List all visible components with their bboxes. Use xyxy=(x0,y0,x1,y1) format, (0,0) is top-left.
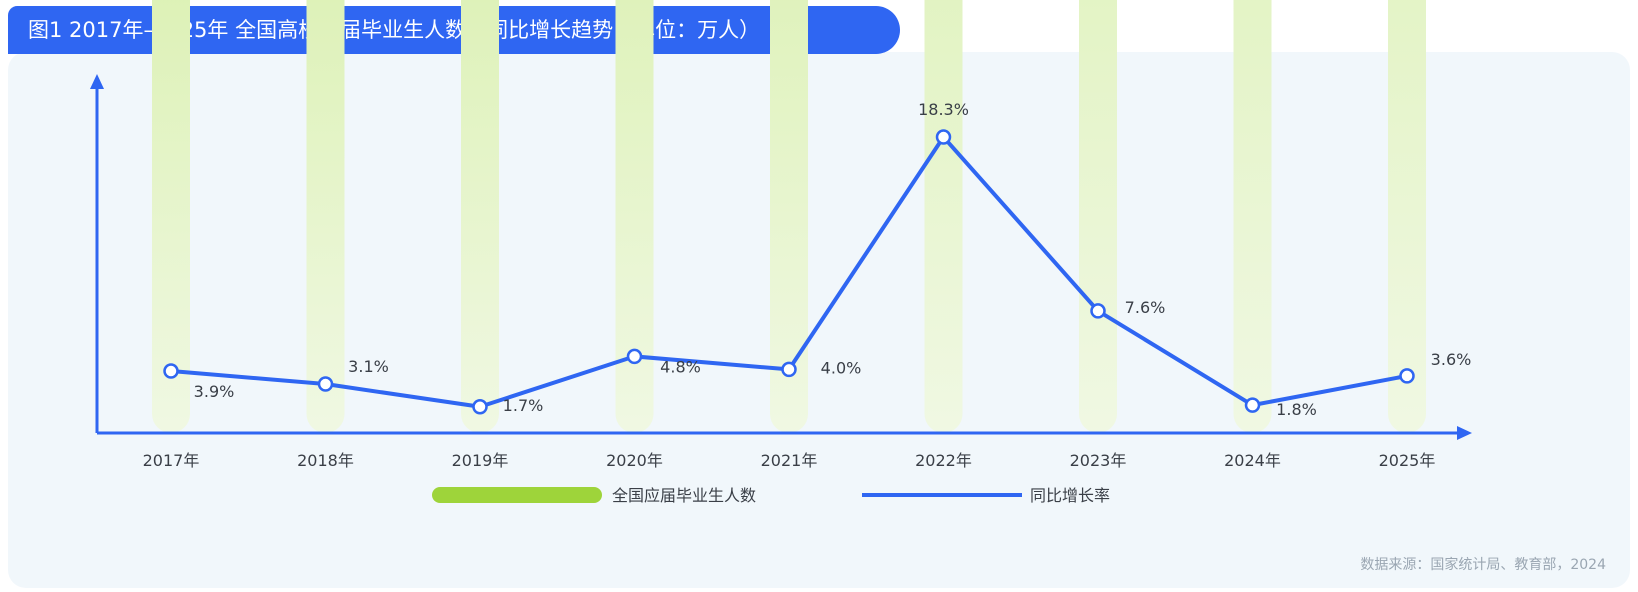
y-axis-arrow xyxy=(90,74,104,89)
data-source: 数据来源：国家统计局、教育部，2024 xyxy=(1360,557,1606,573)
x-tick-label: 2020年 xyxy=(606,451,663,470)
bar-2018年 xyxy=(306,0,345,433)
growth-point xyxy=(1244,397,1261,413)
growth-rate-label: 4.0% xyxy=(821,358,862,377)
x-tick-label: 2017年 xyxy=(143,451,200,470)
bar-2020年 xyxy=(615,0,654,433)
growth-point xyxy=(317,376,334,392)
chart-panel xyxy=(8,52,1630,588)
growth-point xyxy=(472,399,488,415)
legend-line-label: 同比增长率 xyxy=(1030,486,1110,505)
x-tick-label: 2025年 xyxy=(1379,451,1436,470)
x-tick-label: 2019年 xyxy=(452,451,509,470)
growth-point xyxy=(626,348,643,365)
x-tick-label: 2021年 xyxy=(761,451,818,470)
bar-2021年 xyxy=(770,0,808,433)
x-tick-label: 2023年 xyxy=(1070,451,1127,470)
bar-2023年 xyxy=(1079,0,1117,433)
bar-2024年 xyxy=(1233,0,1272,433)
growth-point xyxy=(163,363,179,379)
growth-rate-label: 3.9% xyxy=(194,382,235,401)
growth-point xyxy=(1399,368,1415,384)
bar-2025年 xyxy=(1388,0,1426,433)
growth-point xyxy=(1090,303,1106,319)
x-axis-arrow xyxy=(1457,426,1472,440)
x-tick-label: 2022年 xyxy=(915,451,972,470)
bar-2022年 xyxy=(924,0,963,433)
growth-rate-label: 1.7% xyxy=(503,396,544,415)
bar-2017年 xyxy=(152,0,190,433)
growth-rate-label: 18.3% xyxy=(918,100,969,119)
x-tick-label: 2024年 xyxy=(1224,451,1281,470)
growth-rate-label: 3.6% xyxy=(1431,350,1472,369)
growth-rate-label: 7.6% xyxy=(1125,298,1166,317)
growth-rate-label: 1.8% xyxy=(1276,400,1317,419)
legend-bar-swatch xyxy=(432,487,602,503)
growth-rate-label: 4.8% xyxy=(660,357,701,376)
x-tick-label: 2018年 xyxy=(297,451,354,470)
growth-point xyxy=(935,129,952,145)
growth-rate-label: 3.1% xyxy=(348,357,389,376)
legend-bar-label: 全国应届毕业生人数 xyxy=(612,486,756,505)
bar-2019年 xyxy=(461,0,499,433)
growth-point xyxy=(781,361,797,378)
